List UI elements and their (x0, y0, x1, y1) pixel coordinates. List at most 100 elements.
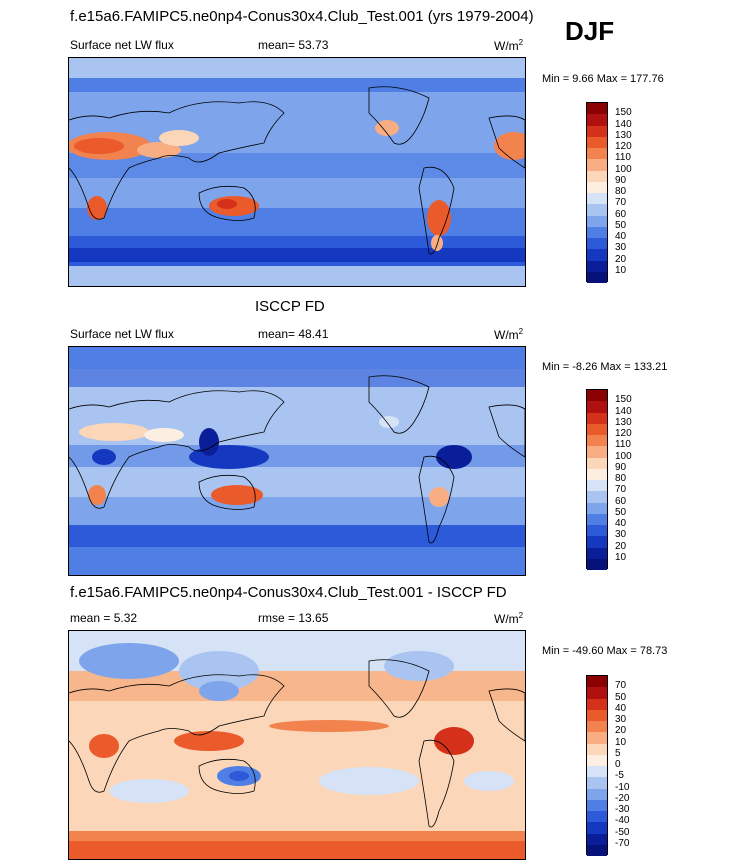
colorbar-swatch (587, 743, 607, 755)
panel2-units: W/m2 (494, 327, 524, 342)
colorbar-swatch (587, 170, 607, 182)
panel2-colorbar (586, 389, 608, 570)
colorbar-tick-label: -10 (615, 781, 630, 793)
colorbar-tick-label: 140 (615, 118, 632, 130)
colorbar-swatch (587, 423, 607, 435)
colorbar-tick-label: 80 (615, 473, 627, 484)
panel3-map (68, 630, 526, 860)
panel3-units: W/m2 (494, 611, 524, 626)
colorbar-swatch (587, 468, 607, 480)
colorbar-tick-label: 90 (615, 461, 627, 473)
panel1-units: W/m2 (494, 38, 524, 53)
colorbar-swatch (587, 844, 607, 856)
colorbar-swatch (587, 777, 607, 789)
colorbar-tick-label: -5 (615, 770, 624, 782)
colorbar-tick-label: 40 (615, 231, 627, 242)
colorbar-swatch (587, 204, 607, 216)
colorbar-swatch (587, 457, 607, 469)
panel1-title: f.e15a6.FAMIPC5.ne0np4-Conus30x4.Club_Te… (70, 8, 534, 25)
colorbar-tick-label: 120 (615, 428, 632, 439)
colorbar-swatch (587, 709, 607, 721)
colorbar-swatch (587, 390, 607, 402)
colorbar-swatch (587, 502, 607, 514)
colorbar-swatch (587, 513, 607, 525)
colorbar-tick-label: 80 (615, 186, 627, 197)
colorbar-tick-label: 100 (615, 163, 632, 175)
colorbar-swatch (587, 766, 607, 778)
colorbar-tick-label: 90 (615, 174, 627, 186)
colorbar-swatch (587, 181, 607, 193)
panel1-minmax: Min = 9.66 Max = 177.76 (542, 73, 664, 85)
colorbar-swatch (587, 833, 607, 845)
panel1-colorbar (586, 102, 608, 283)
colorbar-tick-label: 70 (615, 197, 627, 209)
colorbar-swatch (587, 125, 607, 137)
colorbar-swatch (587, 260, 607, 272)
colorbar-swatch (587, 215, 607, 227)
colorbar-swatch (587, 271, 607, 283)
colorbar-tick-label: 20 (615, 253, 627, 265)
colorbar-swatch (587, 754, 607, 766)
colorbar-tick-label: 60 (615, 495, 627, 507)
panel2-variable-label: Surface net LW flux (70, 327, 174, 341)
colorbar-swatch (587, 446, 607, 458)
colorbar-tick-label: -40 (615, 815, 630, 827)
colorbar-tick-label: -20 (615, 792, 630, 804)
colorbar-tick-label: 50 (615, 506, 627, 518)
colorbar-swatch (587, 799, 607, 811)
colorbar-tick-label: 10 (615, 551, 627, 563)
colorbar-swatch (587, 698, 607, 710)
colorbar-swatch (587, 536, 607, 548)
panel1-mean-label: mean= 53.73 (258, 38, 329, 52)
colorbar-tick-label: 30 (615, 242, 627, 254)
colorbar-swatch (587, 238, 607, 250)
panel2-mean-label: mean= 48.41 (258, 327, 329, 341)
colorbar-swatch (587, 732, 607, 744)
panel1-map (68, 57, 526, 287)
colorbar-tick-label: 30 (615, 714, 627, 725)
colorbar-swatch (587, 676, 607, 688)
colorbar-tick-label: 130 (615, 129, 632, 141)
panel3-minmax: Min = -49.60 Max = 78.73 (542, 645, 668, 657)
colorbar-swatch (587, 788, 607, 800)
colorbar-swatch (587, 687, 607, 699)
colorbar-swatch (587, 249, 607, 261)
colorbar-tick-label: 20 (615, 540, 627, 552)
colorbar-swatch (587, 480, 607, 492)
colorbar-tick-label: -50 (615, 826, 630, 838)
colorbar-tick-label: 150 (615, 107, 632, 119)
colorbar-tick-label: 130 (615, 416, 632, 428)
colorbar-tick-label: 50 (615, 691, 627, 703)
panel2-minmax: Min = -8.26 Max = 133.21 (542, 361, 668, 373)
colorbar-swatch (587, 811, 607, 823)
colorbar-tick-label: 30 (615, 529, 627, 541)
colorbar-swatch (587, 193, 607, 205)
colorbar-tick-label: 0 (615, 759, 621, 770)
colorbar-tick-label: -30 (615, 804, 630, 815)
season-label: DJF (565, 16, 615, 46)
colorbar-swatch (587, 412, 607, 424)
colorbar-tick-label: 20 (615, 725, 627, 737)
colorbar-swatch (587, 226, 607, 238)
colorbar-tick-label: 10 (615, 264, 627, 276)
colorbar-swatch (587, 401, 607, 413)
colorbar-swatch (587, 114, 607, 126)
colorbar-swatch (587, 159, 607, 171)
panel3-title: f.e15a6.FAMIPC5.ne0np4-Conus30x4.Club_Te… (70, 584, 507, 601)
panel2-map (68, 346, 526, 576)
colorbar-tick-label: 110 (615, 152, 631, 164)
colorbar-tick-label: 150 (615, 394, 632, 406)
colorbar-tick-label: 10 (615, 736, 627, 748)
colorbar-tick-label: 40 (615, 702, 627, 714)
panel3-colorbar (586, 675, 608, 856)
colorbar-swatch (587, 103, 607, 115)
colorbar-tick-label: 120 (615, 141, 632, 152)
colorbar-tick-label: 40 (615, 518, 627, 529)
panel3-mean-label: mean = 5.32 (70, 611, 138, 625)
colorbar-swatch (587, 435, 607, 447)
colorbar-tick-label: 70 (615, 680, 627, 692)
colorbar-tick-label: 70 (615, 484, 627, 496)
colorbar-swatch (587, 525, 607, 537)
colorbar-swatch (587, 558, 607, 570)
panel3-rmse-label: rmse = 13.65 (258, 611, 329, 625)
